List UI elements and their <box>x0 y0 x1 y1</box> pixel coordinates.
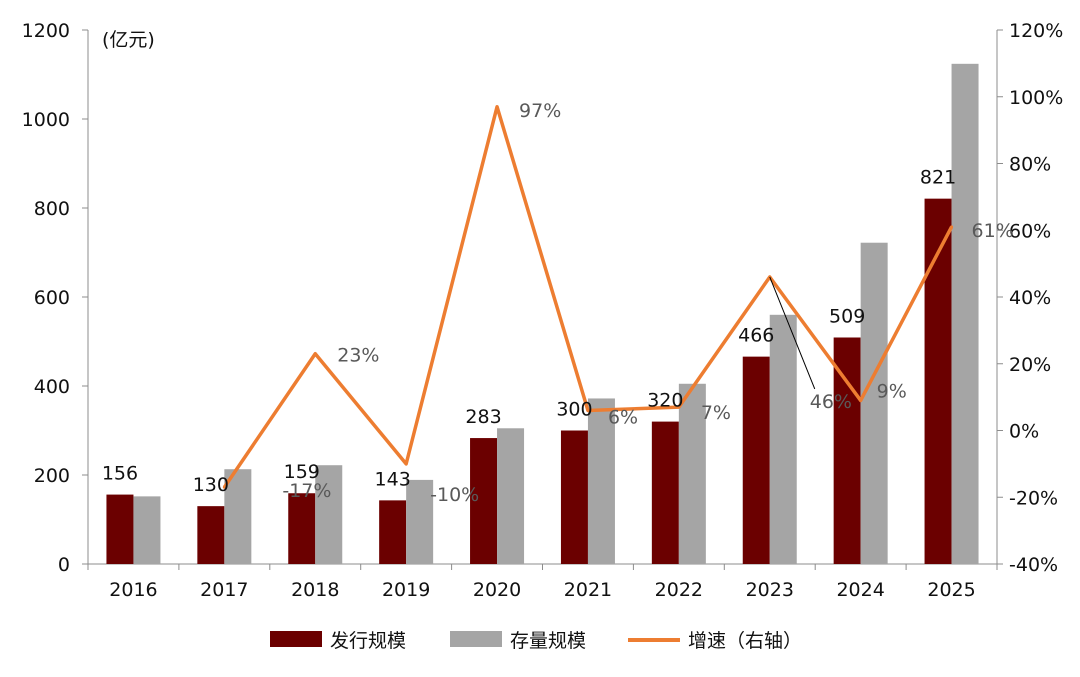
right-tick-label: 20% <box>1009 354 1051 376</box>
x-tick-label: 2018 <box>291 579 339 601</box>
issuance-value-label: 159 <box>284 461 320 483</box>
growth-point <box>950 225 954 229</box>
x-tick-label: 2017 <box>200 579 248 601</box>
outstanding-bar <box>315 465 343 564</box>
right-tick-label: 120% <box>1009 20 1063 42</box>
growth-point <box>404 462 408 466</box>
issuance-value-label: 821 <box>920 167 956 189</box>
x-tick-label: 2022 <box>655 579 703 601</box>
growth-point <box>313 352 317 356</box>
growth-point <box>677 405 681 409</box>
x-tick-label: 2025 <box>927 579 975 601</box>
right-tick-label: 100% <box>1009 87 1063 109</box>
issuance-bar <box>924 198 952 564</box>
issuance-value-label: 130 <box>193 474 229 496</box>
growth-value-label: 46% <box>810 391 852 413</box>
issuance-bar <box>651 421 679 564</box>
legend: 发行规模 存量规模 增速（右轴） <box>270 630 802 652</box>
outstanding-bar <box>769 314 797 564</box>
growth-value-label: 7% <box>701 402 731 424</box>
line-layer <box>222 105 954 489</box>
left-tick-label: 200 <box>34 465 70 487</box>
legend-label: 存量规模 <box>510 630 586 652</box>
growth-point <box>222 485 226 489</box>
outstanding-bar <box>133 496 161 564</box>
growth-value-label: 61% <box>972 220 1014 242</box>
issuance-bar <box>379 500 407 564</box>
x-tick-label: 2023 <box>746 579 794 601</box>
left-tick-label: 800 <box>34 198 70 220</box>
issuance-bar <box>560 430 588 564</box>
issuance-bar <box>197 506 225 564</box>
issuance-bar <box>470 438 498 564</box>
axes-layer: 0 200 400 600 800 1000 1200 -40% -20% 0% 20% 40% 60%… <box>22 20 1064 601</box>
issuance-value-label: 320 <box>647 390 683 412</box>
outstanding-bar <box>951 63 979 564</box>
x-tick-label: 2024 <box>836 579 884 601</box>
growth-point <box>495 105 499 109</box>
left-tick-label: 1000 <box>22 109 70 131</box>
growth-point <box>586 408 590 412</box>
issuance-value-label: 283 <box>465 406 501 428</box>
left-tick-label: 400 <box>34 376 70 398</box>
growth-value-label: 6% <box>608 406 638 428</box>
outstanding-bar <box>587 398 615 564</box>
x-tick-label: 2021 <box>564 579 612 601</box>
growth-value-label: 23% <box>337 345 379 367</box>
legend-label: 增速（右轴） <box>688 630 802 652</box>
issuance-value-label: 300 <box>556 399 592 421</box>
label-leader-line <box>769 276 816 390</box>
right-tick-label: -20% <box>1009 487 1058 509</box>
x-tick-label: 2020 <box>473 579 521 601</box>
issuance-bar <box>106 494 134 564</box>
growth-point <box>859 398 863 402</box>
right-tick-label: -40% <box>1009 554 1058 576</box>
issuance-bar <box>742 356 770 564</box>
issuance-value-label: 509 <box>829 305 865 327</box>
bars-layer <box>106 63 979 564</box>
unit-label: (亿元) <box>102 29 155 51</box>
left-tick-label: 0 <box>58 554 70 576</box>
growth-value-label: -10% <box>430 484 479 506</box>
right-tick-label: 80% <box>1009 154 1051 176</box>
issuance-value-label: 466 <box>738 325 774 347</box>
x-tick-label: 2019 <box>382 579 430 601</box>
outstanding-bar <box>497 428 525 564</box>
outstanding-bar <box>678 383 706 564</box>
outstanding-bar <box>860 242 888 564</box>
issuance-value-label: 156 <box>102 463 138 485</box>
issuance-value-label: 143 <box>375 468 411 490</box>
legend-swatch-issuance <box>270 631 322 647</box>
growth-value-label: 9% <box>877 380 907 402</box>
labels-layer: 156 130 159 143 283 300 320 466 509 821 -17% 23% -10… <box>102 100 1014 506</box>
outstanding-bar <box>224 469 252 564</box>
left-tick-label: 1200 <box>22 20 70 42</box>
x-tick-label: 2016 <box>109 579 157 601</box>
legend-swatch-outstanding <box>450 631 502 647</box>
issuance-bar <box>833 337 861 564</box>
left-tick-label: 600 <box>34 287 70 309</box>
right-tick-label: 60% <box>1009 220 1051 242</box>
legend-label: 发行规模 <box>330 630 406 652</box>
right-tick-label: 40% <box>1009 287 1051 309</box>
issuance-bar <box>288 493 316 564</box>
growth-value-label: 97% <box>519 100 561 122</box>
right-tick-label: 0% <box>1009 421 1039 443</box>
outstanding-bar <box>406 479 434 564</box>
growth-value-label: -17% <box>282 480 331 502</box>
